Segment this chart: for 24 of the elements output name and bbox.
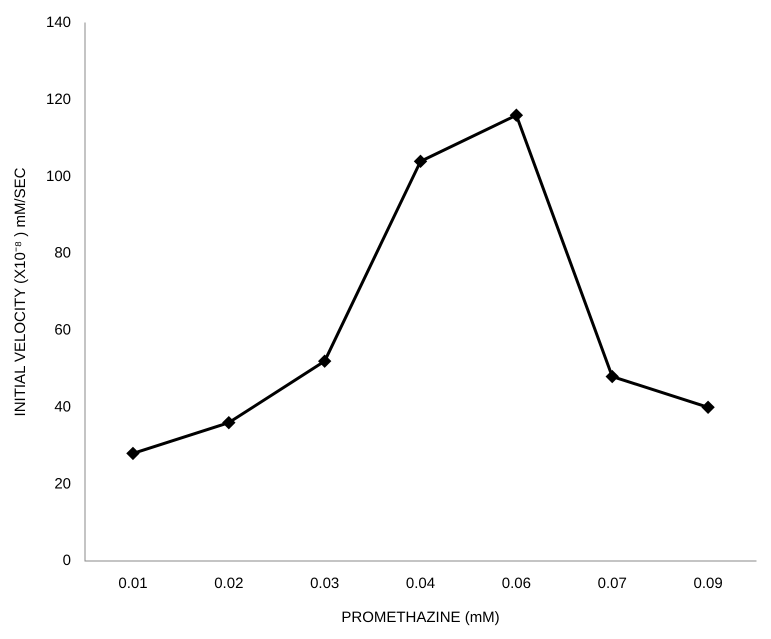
y-tick-label: 20 bbox=[54, 475, 72, 492]
y-tick-label: 100 bbox=[46, 168, 72, 185]
x-tick-label: 0.07 bbox=[598, 575, 627, 592]
x-tick-label: 0.04 bbox=[406, 575, 436, 592]
y-tick-label: 120 bbox=[46, 91, 72, 108]
point bbox=[510, 108, 523, 122]
y-tick-label: 140 bbox=[46, 14, 72, 32]
x-tick-label: 0.03 bbox=[310, 575, 340, 592]
point bbox=[702, 400, 715, 414]
y-tick-label: 0 bbox=[62, 552, 72, 570]
y-tick-label: 60 bbox=[54, 322, 72, 339]
y-tick-label: 40 bbox=[54, 398, 72, 416]
point bbox=[606, 370, 619, 384]
y-axis-title: INITIAL VELOCITY (X10⁻⁸ ) mM/SEC bbox=[12, 167, 30, 416]
x-tick-label: 0.06 bbox=[502, 575, 531, 592]
point bbox=[222, 416, 236, 430]
x-tick-label: 0.09 bbox=[693, 575, 723, 592]
x-axis-title: PROMETHAZINE (mM) bbox=[341, 609, 500, 626]
point bbox=[318, 354, 332, 368]
x-tick-label: 0.01 bbox=[118, 575, 148, 592]
point bbox=[126, 446, 140, 460]
y-tick-label: 80 bbox=[54, 244, 72, 262]
x-tick-label: 0.02 bbox=[214, 575, 244, 592]
point bbox=[414, 154, 428, 168]
